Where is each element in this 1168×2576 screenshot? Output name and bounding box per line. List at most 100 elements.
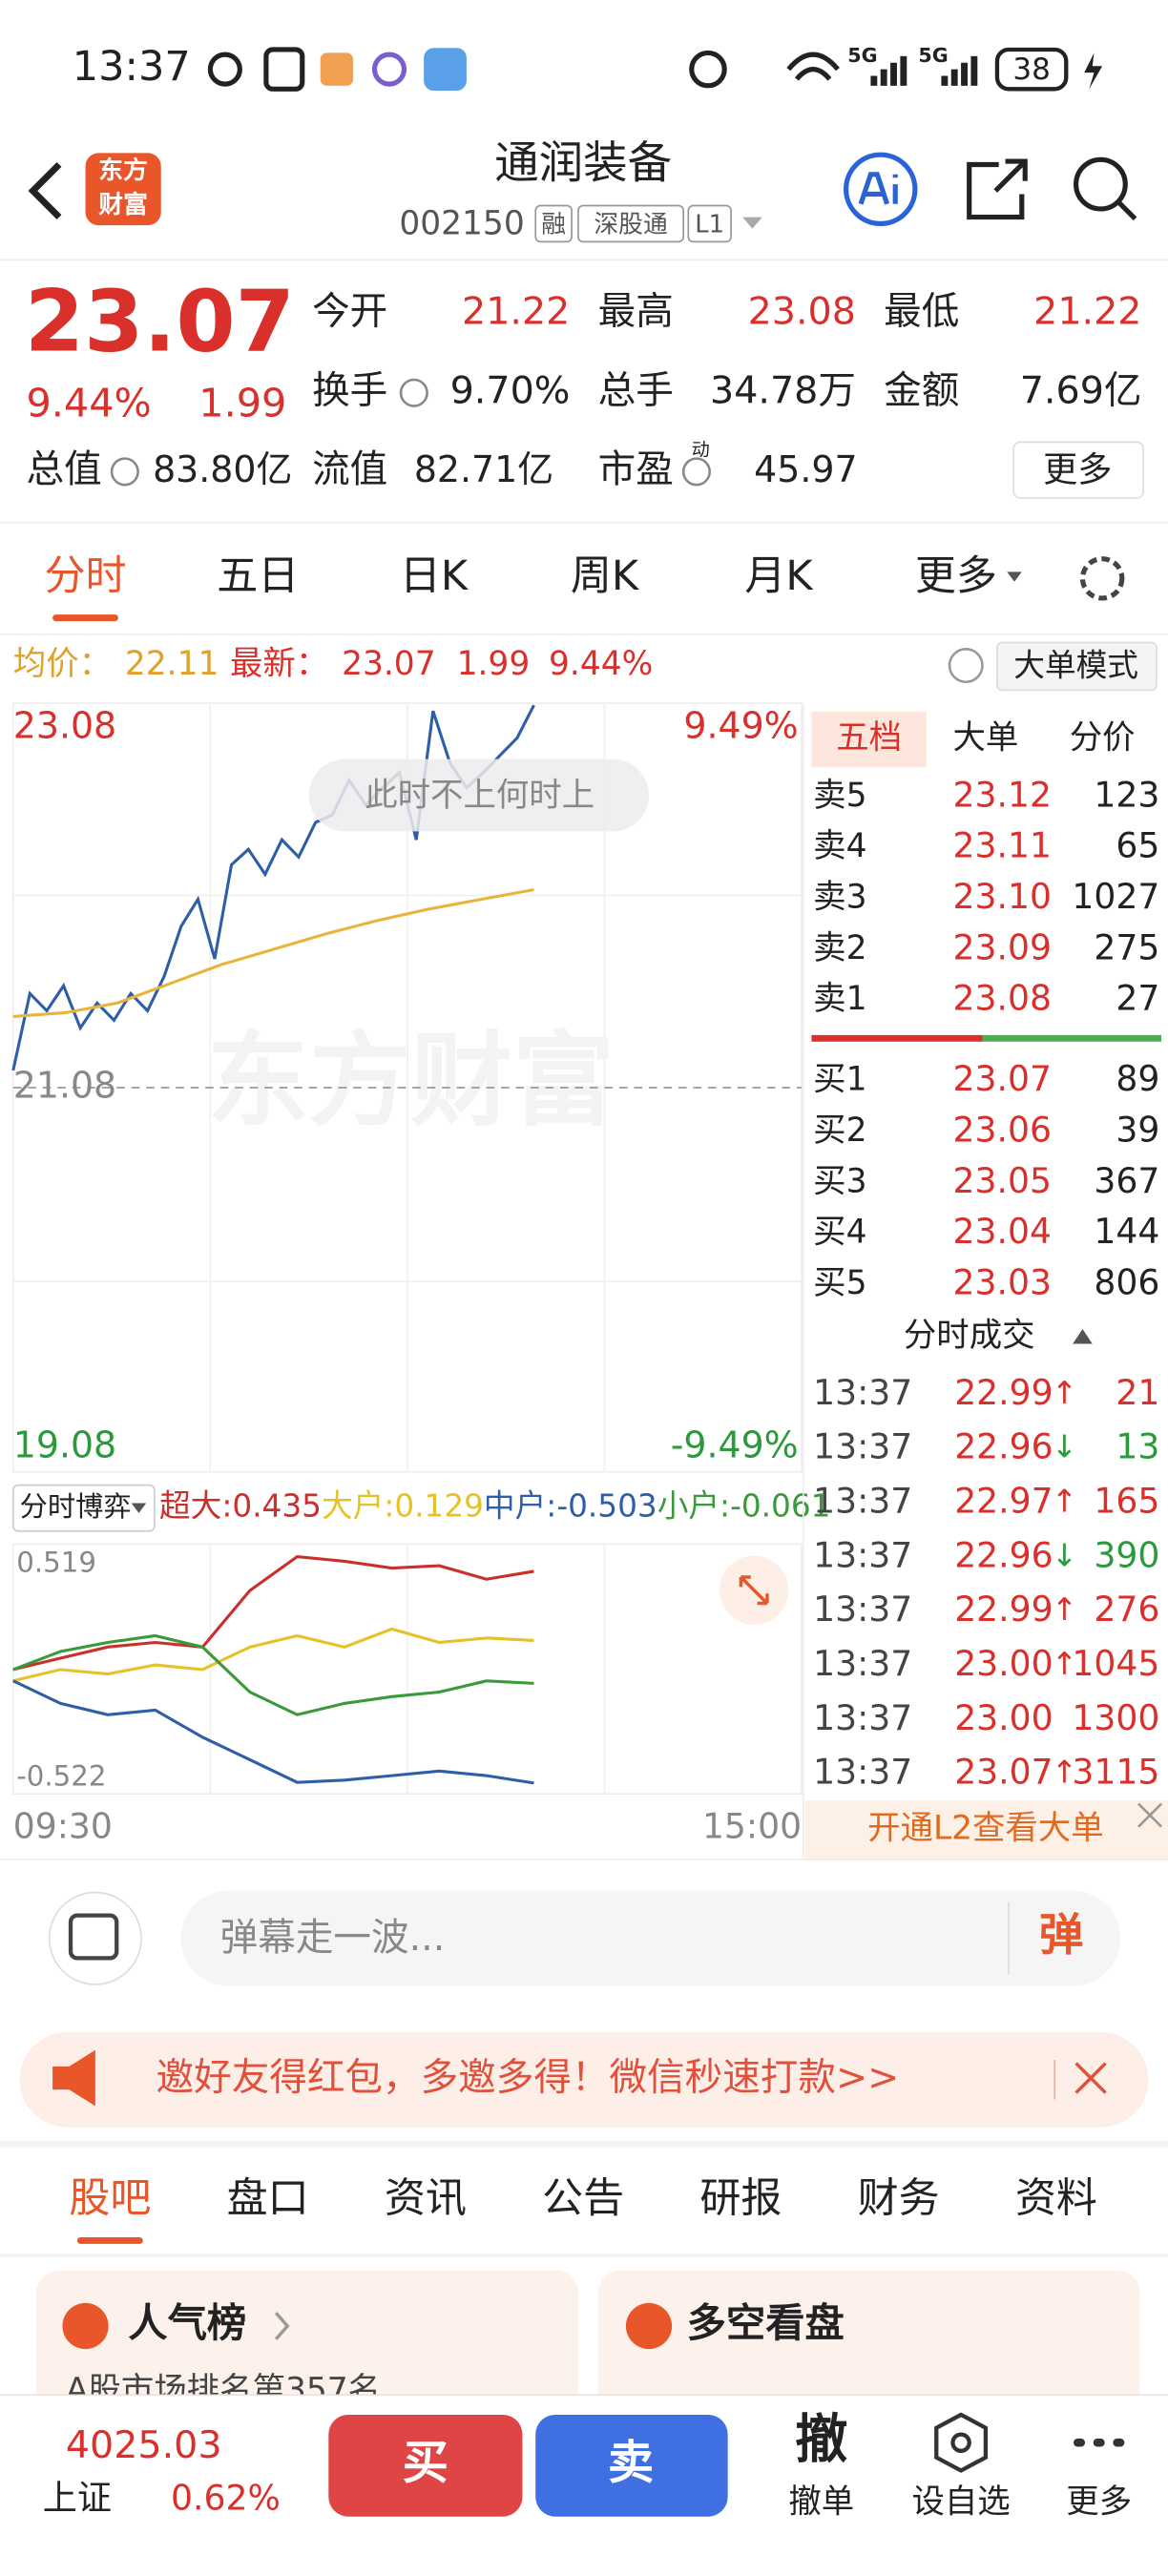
- watermark: 东方财富: [207, 1022, 615, 1140]
- tag: L1: [695, 211, 724, 239]
- period-tabs: 分时 五日 日K 周K 月K 更多: [44, 552, 1022, 600]
- trade-volume: 13: [1116, 1426, 1159, 1467]
- change: 1.99: [198, 381, 286, 426]
- book-level: 买4: [813, 1214, 866, 1252]
- tab-active[interactable]: [811, 711, 927, 768]
- cancel-icon[interactable]: 撤: [795, 2408, 847, 2469]
- section-tab[interactable]: 财务: [858, 2175, 940, 2223]
- book-price: 23.09: [952, 926, 1051, 967]
- comment-input[interactable]: [180, 1890, 1121, 1986]
- index-value[interactable]: 4025.03: [66, 2423, 222, 2467]
- more-button[interactable]: [1012, 441, 1145, 499]
- book-tab[interactable]: 分价: [1070, 719, 1136, 758]
- section-tab[interactable]: 研报: [699, 2175, 782, 2223]
- field-label: 今开: [312, 290, 387, 334]
- l2-text[interactable]: 开通L2查看大单: [867, 1810, 1104, 1848]
- book-level: 卖1: [813, 980, 866, 1018]
- book-tab[interactable]: 五档: [836, 719, 902, 758]
- chevron: [274, 2312, 290, 2340]
- danmaku-button[interactable]: 弹: [1039, 1909, 1083, 1961]
- section-tab[interactable]: 盘口: [227, 2175, 309, 2223]
- buy-label[interactable]: 买: [403, 2436, 448, 2489]
- indicator-selector[interactable]: [11, 1484, 156, 1532]
- index-name[interactable]: 上证: [43, 2477, 112, 2518]
- trade-time: 13:37: [813, 1481, 912, 1522]
- y-tick-label: 19.08: [13, 1423, 116, 1465]
- card-title[interactable]: 多空看盘: [687, 2300, 845, 2346]
- comment-placeholder[interactable]: 弹幕走一波...: [220, 1916, 446, 1960]
- trade-time: 13:37: [813, 1589, 912, 1630]
- trade-volume: 1300: [1072, 1697, 1159, 1738]
- book-level: 买1: [813, 1061, 866, 1099]
- period-tab[interactable]: 日K: [400, 552, 469, 600]
- book-tab[interactable]: 大单: [952, 719, 1018, 758]
- separator: [0, 2254, 1168, 2257]
- tag: 融: [541, 211, 566, 239]
- share-button[interactable]: [967, 158, 1028, 220]
- charging-icon: [1084, 52, 1103, 90]
- field-value: 23.08: [748, 290, 856, 334]
- comment-icon-button[interactable]: [48, 1891, 142, 1985]
- trade-price: 23.00: [954, 1643, 1053, 1684]
- trades-title[interactable]: 分时成交: [904, 1317, 1035, 1355]
- more-label[interactable]: 更多: [1066, 2483, 1132, 2521]
- promo-banner[interactable]: [19, 2031, 1149, 2128]
- card[interactable]: [597, 2270, 1140, 2419]
- settings-button[interactable]: [1079, 556, 1125, 601]
- help-icon[interactable]: [948, 648, 984, 684]
- back-button[interactable]: [28, 162, 62, 220]
- x-label: 15:00: [702, 1805, 802, 1846]
- y-tick-label: 21.08: [13, 1064, 116, 1106]
- buy-button[interactable]: [328, 2414, 523, 2517]
- book-price: 23.08: [952, 978, 1051, 1019]
- legend-name: 超大:: [159, 1488, 232, 1525]
- section-tab[interactable]: 公告: [542, 2175, 624, 2223]
- tag-box: [687, 204, 732, 243]
- comment-icon: [68, 1913, 119, 1961]
- trade-price: 23.00: [954, 1697, 1053, 1738]
- logo-text: 财富: [98, 190, 148, 219]
- period-tab[interactable]: 更多: [915, 552, 997, 600]
- cancel-label[interactable]: 撤单: [788, 2483, 854, 2521]
- close-icon[interactable]: [1074, 2062, 1107, 2094]
- trade-time: 13:37: [813, 1752, 912, 1793]
- period-tab[interactable]: 五日: [217, 552, 299, 600]
- trade-volume: 1045: [1072, 1643, 1159, 1684]
- search-button[interactable]: [1074, 156, 1128, 212]
- section-tab[interactable]: 资料: [1015, 2175, 1097, 2223]
- quote-fields: 今开 21.22 最高 23.08 最低 21.22 换手 9.70% 总手 34.78万 金额 7.…: [27, 290, 1142, 491]
- section-tab[interactable]: 资讯: [385, 2175, 467, 2223]
- book-price: 23.11: [952, 825, 1051, 866]
- mode-label: 大单模式: [1013, 647, 1138, 683]
- trade-time: 13:37: [813, 1643, 912, 1684]
- card-title[interactable]: 人气榜: [128, 2300, 246, 2346]
- trade-arrow: ↑: [1052, 1591, 1077, 1628]
- field-value: 34.78万: [710, 368, 856, 412]
- dropdown-icon[interactable]: [742, 217, 762, 229]
- legend-value: -0.503: [556, 1488, 657, 1525]
- watch-icon[interactable]: [934, 2412, 989, 2473]
- mode-button[interactable]: [996, 641, 1158, 692]
- section-tab[interactable]: 股吧: [69, 2175, 151, 2223]
- period-tab[interactable]: 月K: [744, 552, 814, 600]
- field-value: 7.69亿: [1020, 368, 1142, 412]
- ai-button[interactable]: [844, 152, 918, 227]
- watch-label[interactable]: 设自选: [911, 2483, 1010, 2521]
- logo-text: 东方: [98, 156, 148, 185]
- card[interactable]: [35, 2270, 578, 2419]
- close-icon[interactable]: [1137, 1802, 1163, 1828]
- more-label: 更多: [1043, 448, 1112, 489]
- change: 1.99: [457, 645, 531, 683]
- promo-text[interactable]: 邀好友得红包，多邀多得！微信秒速打款>>: [156, 2055, 900, 2099]
- period-tab[interactable]: 周K: [571, 552, 640, 600]
- legend-value: -0.061: [730, 1488, 830, 1525]
- book-volume: 89: [1116, 1058, 1159, 1099]
- book-volume: 27: [1116, 978, 1159, 1019]
- l2-banner[interactable]: [804, 1800, 1168, 1860]
- period-tab[interactable]: 分时: [44, 552, 126, 600]
- y2-tick-label: 9.49%: [683, 704, 798, 746]
- sell-label[interactable]: 卖: [608, 2436, 654, 2489]
- index-change[interactable]: 0.62%: [171, 2477, 281, 2518]
- sell-button[interactable]: [535, 2414, 728, 2517]
- legend-name: 中户:: [484, 1488, 556, 1525]
